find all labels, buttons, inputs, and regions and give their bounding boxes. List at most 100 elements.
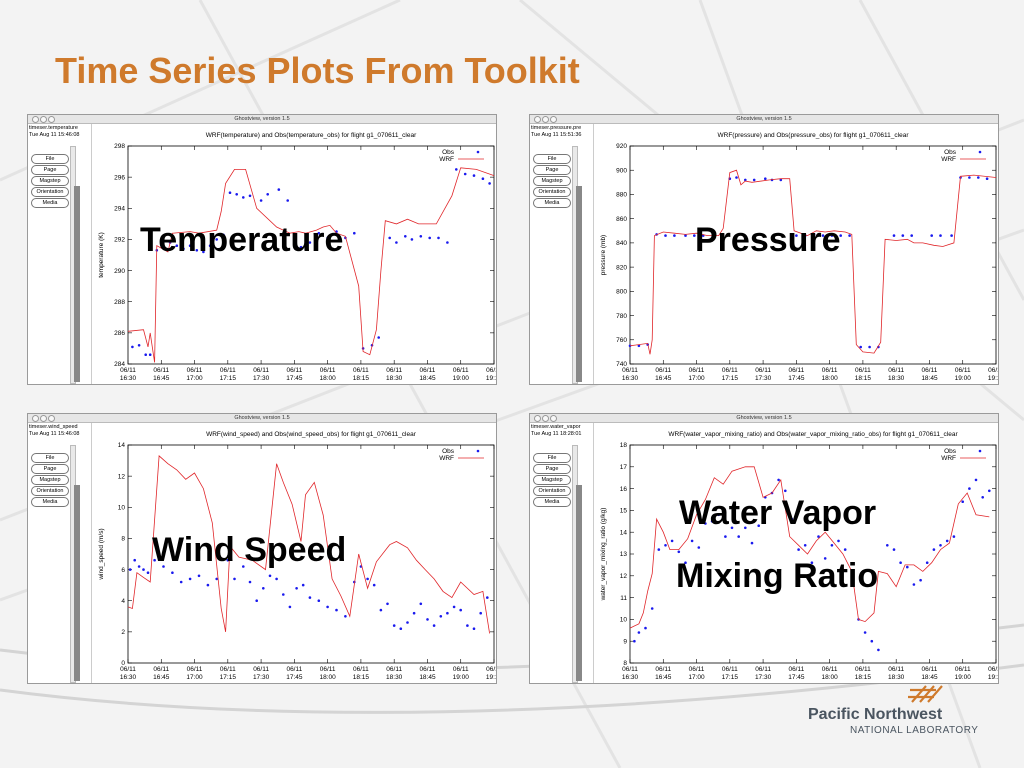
data-point-obs <box>823 557 827 560</box>
media-button[interactable]: Media <box>31 497 69 507</box>
magstep-button[interactable]: Magstep <box>31 475 69 485</box>
data-point-obs <box>677 550 681 554</box>
page-button[interactable]: Page <box>533 165 571 175</box>
x-tick-label: 06/11 19:00 <box>955 367 972 382</box>
data-point-obs <box>162 245 165 249</box>
ghostview-window-temperature[interactable]: Ghostview, version 1.5 timeser.temperatu… <box>27 114 497 385</box>
file-button[interactable]: File <box>533 453 571 463</box>
x-tick-label: 06/11 17:00 <box>688 666 705 681</box>
y-axis-label: temperature (K) <box>98 232 105 278</box>
data-point-obs <box>377 336 381 339</box>
ghostview-window-pressure[interactable]: Ghostview, version 1.5 timeser.pressure.… <box>529 114 999 385</box>
media-button[interactable]: Media <box>31 198 69 208</box>
data-point-obs <box>392 624 396 627</box>
data-point-obs <box>690 539 694 543</box>
minimize-window-icon[interactable] <box>542 116 549 123</box>
file-button[interactable]: File <box>31 453 69 463</box>
data-point-obs <box>977 176 980 179</box>
pnnl-logo: Pacific Northwest NATIONAL LABORATORY <box>806 685 1006 748</box>
data-point-obs <box>419 235 423 238</box>
scroll-thumb[interactable] <box>74 485 80 681</box>
data-point-obs <box>988 489 991 493</box>
data-point-obs <box>388 236 392 240</box>
data-point-obs <box>684 561 687 564</box>
x-tick-label: 17:00 <box>186 674 203 681</box>
close-window-icon[interactable] <box>534 415 541 422</box>
scroll-thumb[interactable] <box>74 186 80 382</box>
data-point-obs <box>777 478 780 482</box>
data-point-obs <box>128 568 132 571</box>
page-button[interactable]: Page <box>533 464 571 474</box>
magstep-button[interactable]: Magstep <box>533 176 571 186</box>
page-button[interactable]: Page <box>31 165 69 175</box>
x-tick-label: 06/11 18:15 <box>855 666 872 681</box>
window-titlebar[interactable]: Ghostview, version 1.5 <box>530 115 998 124</box>
x-tick-date: 06/11 <box>453 666 469 673</box>
data-point-obs <box>892 234 896 237</box>
data-point-obs <box>226 558 230 562</box>
data-point-obs <box>670 539 674 543</box>
y-tick-label: 14 <box>620 529 628 536</box>
data-point-obs <box>222 233 225 237</box>
window-title: Ghostview, version 1.5 <box>736 116 792 122</box>
window-titlebar[interactable]: Ghostview, version 1.5 <box>28 414 496 423</box>
scroll-thumb[interactable] <box>576 485 582 681</box>
zoom-window-icon[interactable] <box>48 415 55 422</box>
zoom-window-icon[interactable] <box>550 415 557 422</box>
data-point-obs <box>439 615 443 618</box>
file-button[interactable]: File <box>533 154 571 164</box>
magstep-button[interactable]: Magstep <box>31 176 69 186</box>
data-point-obs <box>481 177 485 180</box>
x-tick-label: 06/11 17:45 <box>286 367 303 382</box>
data-point-obs <box>644 626 647 630</box>
y-tick-label: 4 <box>121 598 125 605</box>
x-tick-label: 06/11 16:45 <box>655 666 672 681</box>
file-button[interactable]: File <box>31 154 69 164</box>
x-tick-label: 06/11 19:00 <box>955 666 972 681</box>
data-point-obs <box>446 241 449 244</box>
window-titlebar[interactable]: Ghostview, version 1.5 <box>28 115 496 124</box>
scroll-thumb[interactable] <box>576 186 582 382</box>
data-point-obs <box>282 593 285 596</box>
orientation-button[interactable]: Orientation <box>533 187 571 197</box>
x-tick-date: 06/11 <box>153 666 169 673</box>
orientation-button[interactable]: Orientation <box>31 486 69 496</box>
overlay-label-temperature: Temperature <box>140 221 344 259</box>
ghostview-window-wind-speed[interactable]: Ghostview, version 1.5 timeser.wind_spee… <box>27 413 497 684</box>
zoom-window-icon[interactable] <box>48 116 55 123</box>
y-tick-label: 15 <box>620 508 628 515</box>
plot-frame <box>127 444 495 664</box>
window-titlebar[interactable]: Ghostview, version 1.5 <box>530 414 998 423</box>
close-window-icon[interactable] <box>32 116 39 123</box>
page-button[interactable]: Page <box>31 464 69 474</box>
media-button[interactable]: Media <box>533 497 571 507</box>
zoom-window-icon[interactable] <box>550 116 557 123</box>
minimize-window-icon[interactable] <box>40 116 47 123</box>
ghostview-window-water-vapor[interactable]: Ghostview, version 1.5 timeser.water_vap… <box>529 413 999 684</box>
data-point-obs <box>752 178 756 182</box>
data-point-obs <box>886 544 889 547</box>
data-point-obs <box>317 231 321 235</box>
minimize-window-icon[interactable] <box>40 415 47 422</box>
data-point-obs <box>242 196 245 199</box>
plot-frame <box>127 145 495 365</box>
logo-name: Pacific Northwest <box>808 706 943 723</box>
x-tick-date: 06/11 <box>420 666 436 673</box>
data-point-obs <box>892 548 896 551</box>
close-window-icon[interactable] <box>534 116 541 123</box>
magstep-button[interactable]: Magstep <box>533 475 571 485</box>
y-tick-label: 10 <box>118 504 126 511</box>
data-point-obs <box>326 605 329 609</box>
data-point-obs <box>215 577 218 581</box>
data-point-obs <box>299 245 303 249</box>
x-tick-label: 06/11 17:15 <box>722 367 739 382</box>
orientation-button[interactable]: Orientation <box>533 486 571 496</box>
media-button[interactable]: Media <box>533 198 571 208</box>
data-point-obs <box>784 489 787 493</box>
data-point-obs <box>961 500 964 503</box>
close-window-icon[interactable] <box>32 415 39 422</box>
y-tick-label: 760 <box>616 337 627 344</box>
minimize-window-icon[interactable] <box>542 415 549 422</box>
orientation-button[interactable]: Orientation <box>31 187 69 197</box>
